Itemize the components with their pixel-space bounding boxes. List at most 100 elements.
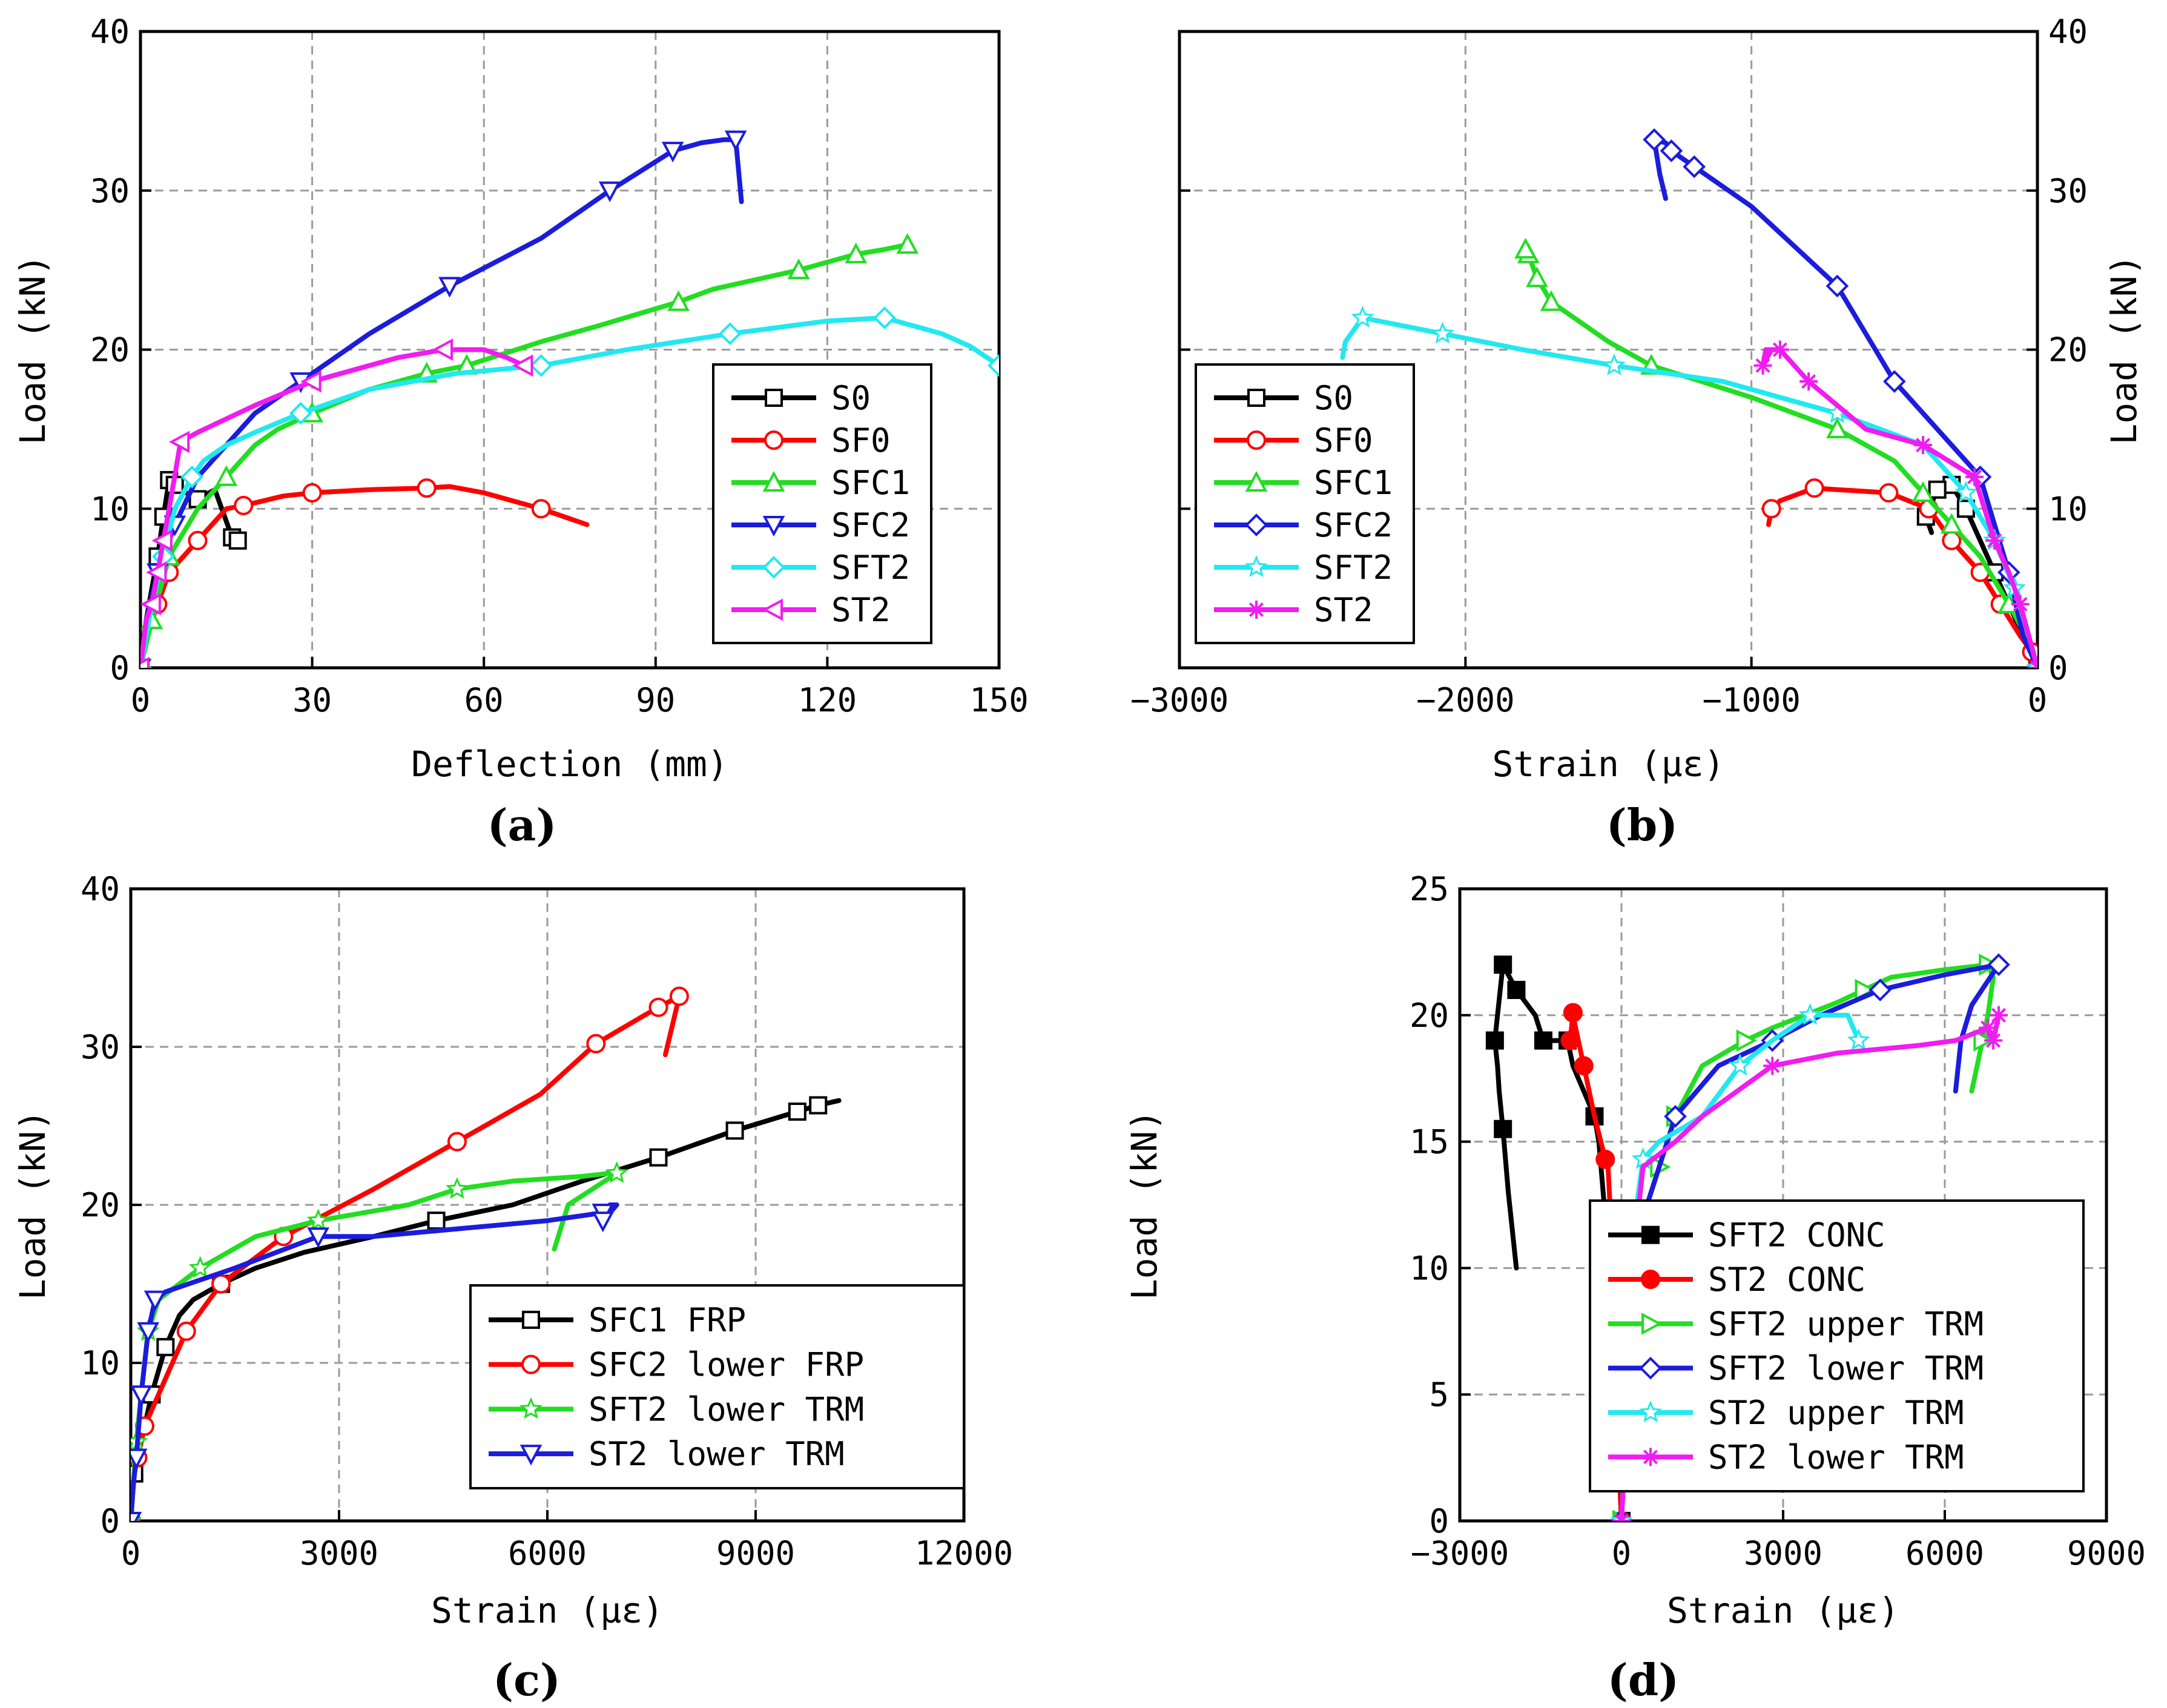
data-point bbox=[1954, 481, 1977, 503]
data-point bbox=[725, 1121, 744, 1140]
legend-label: ST2 bbox=[831, 591, 891, 629]
data-point bbox=[1728, 1053, 1752, 1076]
data-point bbox=[1660, 139, 1683, 162]
data-point bbox=[432, 338, 454, 361]
data-point bbox=[1612, 1512, 1631, 1521]
x-axis-label: Deflection (mm) bbox=[411, 744, 728, 785]
data-point bbox=[417, 478, 437, 498]
legend-label: SFT2 lower TRM bbox=[589, 1390, 864, 1428]
legend-item: SFC2 bbox=[731, 506, 910, 544]
legend-marker bbox=[521, 1354, 541, 1374]
legend-item: SFT2 lower TRM bbox=[1608, 1350, 1984, 1388]
legend-label: SFT2 bbox=[831, 549, 910, 587]
x-tick-label: 0 bbox=[121, 1534, 141, 1572]
legend-marker bbox=[1641, 1225, 1660, 1244]
legend-label: ST2 lower TRM bbox=[1708, 1438, 1964, 1476]
legend-marker bbox=[1247, 389, 1265, 407]
y-tick-label: 0 bbox=[1429, 1502, 1449, 1540]
legend-label: SFC2 lower FRP bbox=[589, 1346, 864, 1384]
data-point bbox=[427, 1212, 446, 1230]
data-point bbox=[1763, 1057, 1782, 1075]
legend-marker bbox=[762, 516, 785, 537]
x-tick-label: −1000 bbox=[1702, 681, 1801, 719]
x-tick-label: −3000 bbox=[1130, 681, 1229, 719]
legend: SFC1 FRP SFC2 lower FRP SFT2 lower TRM ST2 … bbox=[469, 1284, 965, 1489]
data-point bbox=[131, 1512, 142, 1521]
data-point bbox=[669, 986, 689, 1006]
chart-a: 0 30 60 90 120 150 0 10 20 30 40 Deflection (mm) Loa… bbox=[12, 13, 1029, 851]
chart-b: −3000 −2000 −1000 00 10 20 30 40 Strain (με) Load… bbox=[1130, 13, 2145, 851]
x-tick-label: 150 bbox=[969, 681, 1029, 719]
panel-label: (a) bbox=[487, 799, 557, 851]
data-point bbox=[1602, 353, 1626, 375]
data-point bbox=[151, 529, 173, 552]
data-point bbox=[1683, 155, 1706, 179]
data-point bbox=[1985, 531, 2004, 550]
x-tick-label: 6000 bbox=[508, 1534, 587, 1572]
y-tick-label: 20 bbox=[90, 331, 130, 369]
legend-label: SFT2 CONC bbox=[1708, 1216, 1885, 1255]
y-tick-label: 0 bbox=[100, 1502, 120, 1540]
y-tick-label: 20 bbox=[81, 1186, 120, 1224]
legend-item: SFC1 FRP bbox=[489, 1301, 746, 1339]
data-point bbox=[156, 1337, 175, 1356]
data-point bbox=[306, 1208, 330, 1231]
y-tick-label: 10 bbox=[2048, 490, 2088, 528]
legend-marker bbox=[762, 470, 785, 492]
data-point bbox=[1770, 340, 1789, 359]
series-line bbox=[140, 137, 744, 668]
x-tick-label: 120 bbox=[798, 681, 857, 719]
legend-marker bbox=[1639, 1400, 1662, 1423]
y-tick-label: 40 bbox=[81, 870, 120, 908]
data-point bbox=[188, 1256, 212, 1278]
legend-item: ST2 bbox=[1214, 591, 1373, 629]
legend-marker bbox=[764, 430, 783, 450]
data-point bbox=[1351, 305, 1374, 328]
data-point bbox=[289, 401, 312, 425]
series-sfc1 bbox=[1514, 237, 2037, 668]
data-point bbox=[1560, 1030, 1580, 1050]
legend-item: SFT2 bbox=[731, 549, 910, 587]
data-point bbox=[1973, 1029, 1994, 1052]
data-point bbox=[605, 1161, 628, 1183]
legend-label: S0 bbox=[831, 379, 871, 417]
legend-label: ST2 upper TRM bbox=[1708, 1394, 1964, 1432]
data-point bbox=[1826, 417, 1849, 438]
legend-label: SFC1 FRP bbox=[589, 1301, 746, 1339]
legend-marker bbox=[1245, 555, 1268, 578]
data-point bbox=[1869, 978, 1892, 1001]
legend-label: ST2 bbox=[1314, 591, 1373, 629]
data-point bbox=[788, 1103, 806, 1121]
legend-marker bbox=[1641, 1448, 1660, 1466]
y-tick-label: 20 bbox=[2048, 331, 2088, 369]
legend-label: SFC2 bbox=[1314, 506, 1393, 544]
y-tick-label: 10 bbox=[1410, 1249, 1449, 1287]
panel-label: (d) bbox=[1608, 1654, 1679, 1706]
data-point bbox=[1753, 356, 1772, 375]
chart-c: 0 3000 6000 9000 12000 0 10 20 30 40 Strain (με) Lo… bbox=[12, 870, 1013, 1706]
legend-label: SFC2 bbox=[831, 506, 910, 544]
x-axis-label: Strain (με) bbox=[1492, 744, 1724, 785]
data-point bbox=[787, 258, 810, 280]
legend-label: SFT2 lower TRM bbox=[1708, 1350, 1984, 1388]
legend-label: ST2 lower TRM bbox=[589, 1435, 845, 1473]
series-line bbox=[140, 347, 527, 668]
legend-marker bbox=[1641, 1270, 1660, 1289]
grid-lines bbox=[1179, 31, 2037, 668]
x-tick-label: 30 bbox=[292, 681, 332, 719]
legend-item: S0 bbox=[731, 379, 871, 417]
data-point bbox=[140, 593, 161, 616]
x-tick-label: 3000 bbox=[1744, 1534, 1822, 1572]
series-sfc2 bbox=[140, 130, 747, 668]
y-tick-label: 0 bbox=[110, 649, 130, 687]
y-axis-label: Load (kN) bbox=[2103, 254, 2145, 444]
legend-label: SF0 bbox=[831, 421, 891, 460]
series-st2 bbox=[140, 338, 533, 668]
data-point bbox=[1940, 513, 1963, 534]
data-point bbox=[724, 130, 747, 151]
data-point bbox=[1826, 274, 1849, 298]
data-point bbox=[1987, 953, 2010, 977]
legend-label: SFT2 upper TRM bbox=[1708, 1305, 1984, 1343]
